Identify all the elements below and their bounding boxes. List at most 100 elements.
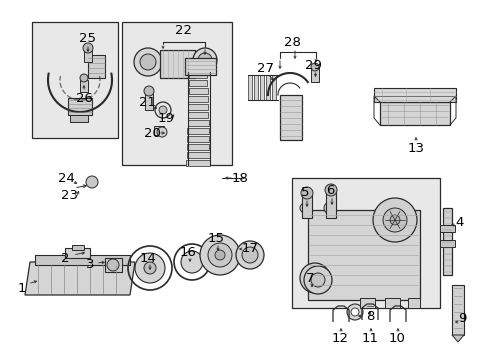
Bar [80, 80, 88, 92]
Circle shape [236, 241, 264, 269]
Bar [88, 55, 105, 78]
Text: 15: 15 [207, 231, 224, 244]
Polygon shape [25, 262, 135, 295]
Circle shape [181, 251, 203, 273]
Circle shape [207, 243, 231, 267]
Text: 8: 8 [365, 310, 373, 323]
Circle shape [200, 235, 240, 275]
Circle shape [346, 304, 362, 320]
Text: 4: 4 [455, 216, 463, 229]
Bar [122, 22, 231, 165]
Text: 11: 11 [361, 332, 378, 345]
Circle shape [86, 176, 98, 188]
Circle shape [134, 48, 162, 76]
Text: 18: 18 [231, 171, 248, 185]
Circle shape [83, 43, 93, 53]
Bar [188, 80, 207, 86]
Bar [145, 93, 153, 110]
Circle shape [143, 262, 156, 274]
Circle shape [215, 250, 224, 260]
Bar [68, 98, 92, 115]
Circle shape [350, 308, 358, 316]
Circle shape [301, 187, 312, 199]
Circle shape [389, 215, 399, 225]
Bar [187, 112, 208, 118]
Bar [188, 88, 207, 94]
Bar [379, 102, 449, 125]
Bar [65, 248, 90, 258]
Circle shape [198, 53, 212, 67]
Circle shape [299, 203, 309, 213]
Bar [451, 285, 463, 335]
Text: 16: 16 [179, 246, 196, 258]
Text: 23: 23 [61, 189, 79, 202]
Bar [439, 225, 454, 232]
Text: 13: 13 [407, 141, 424, 154]
Bar [186, 136, 208, 142]
Bar [265, 75, 269, 100]
Text: 5: 5 [300, 185, 308, 198]
Text: 6: 6 [325, 184, 333, 197]
Circle shape [372, 198, 416, 242]
Circle shape [159, 106, 167, 114]
Bar [291, 178, 439, 308]
Bar [187, 120, 208, 126]
Bar [325, 192, 335, 218]
Bar [359, 298, 374, 308]
Bar [187, 128, 208, 134]
Bar [442, 208, 451, 275]
Bar [310, 68, 318, 82]
Circle shape [324, 202, 335, 214]
Bar [160, 50, 195, 78]
Bar [188, 96, 207, 102]
Circle shape [157, 127, 167, 137]
Bar [184, 58, 216, 75]
Polygon shape [451, 335, 463, 342]
Bar [439, 240, 454, 247]
Bar [271, 75, 275, 100]
Circle shape [193, 48, 217, 72]
Bar [186, 160, 209, 166]
Bar [84, 50, 92, 62]
Circle shape [135, 253, 164, 283]
Bar [35, 255, 130, 265]
Bar [247, 75, 251, 100]
Bar [32, 22, 118, 138]
Bar [373, 88, 455, 102]
Bar [105, 258, 122, 272]
Bar [187, 104, 207, 110]
Circle shape [310, 63, 318, 71]
Bar [72, 245, 84, 250]
Bar [154, 126, 163, 135]
Circle shape [310, 273, 325, 287]
Circle shape [382, 208, 406, 232]
Text: 26: 26 [76, 91, 92, 104]
Text: 3: 3 [85, 258, 94, 271]
Circle shape [143, 86, 154, 96]
Circle shape [140, 54, 156, 70]
Bar [260, 75, 264, 100]
Bar [253, 75, 258, 100]
Text: 20: 20 [143, 126, 160, 140]
Text: 21: 21 [139, 95, 156, 108]
Text: 27: 27 [256, 62, 273, 75]
Bar [70, 115, 88, 122]
Circle shape [299, 263, 329, 293]
Text: 25: 25 [80, 32, 96, 45]
Circle shape [304, 266, 331, 294]
Text: 9: 9 [457, 311, 465, 324]
Text: 14: 14 [139, 252, 156, 265]
Bar [189, 72, 206, 78]
Text: 28: 28 [283, 36, 300, 49]
Text: 10: 10 [388, 332, 405, 345]
Text: 22: 22 [174, 23, 191, 36]
Bar [186, 144, 209, 150]
Bar [407, 298, 419, 308]
Text: 17: 17 [241, 242, 258, 255]
Text: 1: 1 [18, 283, 26, 296]
Text: 29: 29 [304, 59, 321, 72]
Circle shape [80, 74, 88, 82]
Circle shape [325, 184, 336, 196]
Circle shape [107, 259, 119, 271]
Text: 7: 7 [305, 271, 314, 284]
